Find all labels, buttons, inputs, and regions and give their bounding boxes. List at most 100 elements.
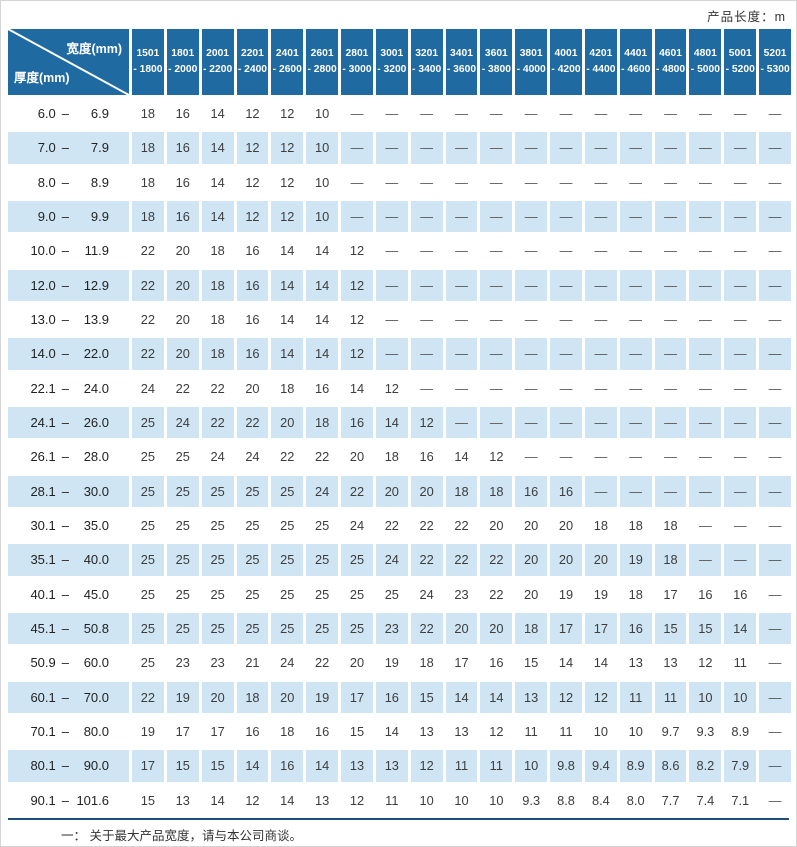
row-label-70.1: 70.1–80.0 [8, 715, 129, 748]
row-label-10.0: 10.0–11.9 [8, 235, 129, 267]
cell-r8-c4: 16 [236, 338, 269, 370]
cell-r21-c4: 12 [236, 784, 269, 816]
cell-r10-c9: 12 [410, 406, 443, 439]
cell-r5-c15: — [619, 235, 652, 267]
row-label-14.0: 14.0–22.0 [8, 338, 129, 370]
cell-r8-c5: 14 [271, 338, 304, 370]
cell-r12-c15: — [619, 475, 652, 507]
cell-r11-c6: 22 [306, 441, 339, 473]
cell-r11-c14: — [584, 441, 617, 473]
cell-r5-c7: 12 [341, 235, 373, 267]
cell-r3-c10: — [445, 166, 478, 198]
cell-r11-c11: 12 [480, 441, 513, 473]
cell-r15-c16: 17 [654, 578, 687, 610]
cell-r20-c19: — [759, 750, 791, 782]
cell-r4-c13: — [550, 200, 582, 233]
cell-r9-c8: 12 [375, 372, 408, 404]
cell-r13-c10: 22 [445, 509, 478, 542]
cell-r11-c7: 20 [341, 441, 373, 473]
cell-r13-c4: 25 [236, 509, 269, 542]
cell-r1-c10: — [445, 98, 478, 130]
cell-r3-c9: — [410, 166, 443, 198]
cell-r5-c18: — [724, 235, 757, 267]
cell-r3-c2: 16 [166, 166, 199, 198]
cell-r2-c18: — [724, 132, 757, 164]
cell-r4-c10: — [445, 200, 478, 233]
cell-r3-c8: — [375, 166, 408, 198]
cell-r20-c3: 15 [201, 750, 234, 782]
cell-r10-c13: — [550, 406, 582, 439]
cell-r16-c7: 25 [341, 612, 373, 645]
cell-r18-c7: 17 [341, 681, 373, 713]
cell-r1-c6: 10 [306, 98, 339, 130]
cell-r8-c13: — [550, 338, 582, 370]
cell-r12-c4: 25 [236, 475, 269, 507]
cell-r18-c12: 13 [515, 681, 548, 713]
row-label-35.1: 35.1–40.0 [8, 544, 129, 576]
cell-r3-c18: — [724, 166, 757, 198]
cell-r12-c12: 16 [515, 475, 548, 507]
cell-r15-c14: 19 [584, 578, 617, 610]
cell-r15-c6: 25 [306, 578, 339, 610]
cell-r6-c12: — [515, 269, 548, 301]
cell-r16-c4: 25 [236, 612, 269, 645]
cell-r10-c16: — [654, 406, 687, 439]
col-header-3401: 3401- 3600 [445, 29, 478, 95]
cell-r10-c18: — [724, 406, 757, 439]
col-header-4201: 4201- 4400 [584, 29, 617, 95]
cell-r16-c18: 14 [724, 612, 757, 645]
cell-r10-c12: — [515, 406, 548, 439]
cell-r15-c17: 16 [689, 578, 722, 610]
cell-r12-c16: — [654, 475, 687, 507]
cell-r14-c5: 25 [271, 544, 304, 576]
cell-r21-c18: 7.1 [724, 784, 757, 816]
cell-r12-c14: — [584, 475, 617, 507]
cell-r21-c2: 13 [166, 784, 199, 816]
cell-r18-c1: 22 [132, 681, 164, 713]
cell-r13-c13: 20 [550, 509, 582, 542]
cell-r16-c12: 18 [515, 612, 548, 645]
cell-r14-c13: 20 [550, 544, 582, 576]
cell-r7-c16: — [654, 303, 687, 336]
footer-rule [8, 818, 789, 820]
row-label-8.0: 8.0–8.9 [8, 166, 129, 198]
row-label-12.0: 12.0–12.9 [8, 269, 129, 301]
cell-r13-c7: 24 [341, 509, 373, 542]
cell-r12-c7: 22 [341, 475, 373, 507]
cell-r13-c19: — [759, 509, 791, 542]
cell-r7-c14: — [584, 303, 617, 336]
cell-r2-c8: — [375, 132, 408, 164]
cell-r11-c2: 25 [166, 441, 199, 473]
cell-r8-c1: 22 [132, 338, 164, 370]
cell-r21-c3: 14 [201, 784, 234, 816]
cell-r3-c3: 14 [201, 166, 234, 198]
cell-r16-c9: 22 [410, 612, 443, 645]
cell-r3-c17: — [689, 166, 722, 198]
cell-r10-c7: 16 [341, 406, 373, 439]
cell-r6-c1: 22 [132, 269, 164, 301]
cell-r7-c19: — [759, 303, 791, 336]
cell-r20-c9: 12 [410, 750, 443, 782]
cell-r1-c4: 12 [236, 98, 269, 130]
cell-r9-c12: — [515, 372, 548, 404]
cell-r19-c11: 12 [480, 715, 513, 748]
cell-r16-c1: 25 [132, 612, 164, 645]
cell-r1-c13: — [550, 98, 582, 130]
cell-r21-c1: 15 [132, 784, 164, 816]
col-header-3601: 3601- 3800 [480, 29, 513, 95]
cell-r20-c5: 16 [271, 750, 304, 782]
col-header-4001: 4001- 4200 [550, 29, 582, 95]
cell-r4-c7: — [341, 200, 373, 233]
cell-r7-c4: 16 [236, 303, 269, 336]
cell-r10-c3: 22 [201, 406, 234, 439]
cell-r2-c3: 14 [201, 132, 234, 164]
cell-r7-c18: — [724, 303, 757, 336]
cell-r10-c11: — [480, 406, 513, 439]
cell-r14-c17: — [689, 544, 722, 576]
col-header-1801: 1801- 2000 [166, 29, 199, 95]
cell-r12-c9: 20 [410, 475, 443, 507]
cell-r13-c5: 25 [271, 509, 304, 542]
cell-r5-c5: 14 [271, 235, 304, 267]
cell-r14-c10: 22 [445, 544, 478, 576]
cell-r2-c19: — [759, 132, 791, 164]
